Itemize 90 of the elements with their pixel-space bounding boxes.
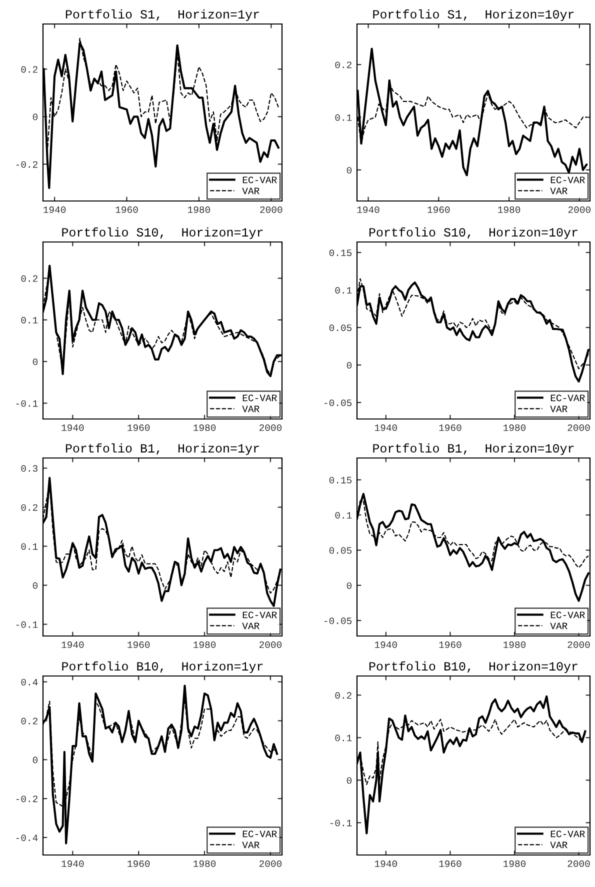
y-tick-label: 0 xyxy=(32,358,38,366)
y-tick-label: 0.1 xyxy=(335,734,352,742)
y-tick-label: 0.1 xyxy=(335,114,352,121)
y-tick-label: 0 xyxy=(346,362,352,369)
y-tick-label: 0.2 xyxy=(335,62,352,68)
x-tick-label: 1980 xyxy=(194,860,216,867)
legend-label: EC-VAR xyxy=(242,830,277,838)
x-tick-label: 1960 xyxy=(116,206,138,213)
chart-title: Portfolio S1, Horizon=1yr xyxy=(66,9,259,22)
y-tick-label: 0.15 xyxy=(329,250,352,256)
y-tick-label: 0 xyxy=(32,582,38,589)
x-tick-label: 2000 xyxy=(260,206,282,213)
x-tick-label: 1940 xyxy=(357,206,380,213)
y-tick-label: -0.1 xyxy=(16,400,38,407)
x-tick-label: 1980 xyxy=(188,206,210,213)
y-tick-label: 0.2 xyxy=(21,66,38,73)
x-tick-label: 2000 xyxy=(568,860,590,867)
x-tick-label: 1980 xyxy=(504,641,526,648)
x-tick-label: 1980 xyxy=(504,860,526,867)
legend-label: VAR xyxy=(242,842,260,848)
y-tick-label: -0.05 xyxy=(324,618,352,624)
y-tick-label: 0.1 xyxy=(335,287,352,294)
legend-label: EC-VAR xyxy=(242,176,277,184)
chart-title: Portfolio S1, Horizon=10yr xyxy=(373,9,574,22)
x-tick-label: 1960 xyxy=(428,206,450,213)
legend-label: VAR xyxy=(550,188,568,194)
y-tick-label: 0.4 xyxy=(21,678,38,686)
y-tick-label: 0.2 xyxy=(21,275,38,282)
x-tick-label: 1980 xyxy=(504,424,526,431)
x-tick-label: 1960 xyxy=(439,860,462,867)
y-tick-label: 0.1 xyxy=(335,512,352,519)
y-tick-label: -0.4 xyxy=(16,834,38,842)
legend-label: VAR xyxy=(242,406,260,412)
x-tick-label: 2000 xyxy=(568,206,591,213)
y-tick-label: 0.05 xyxy=(329,547,352,554)
legend-label: VAR xyxy=(242,188,260,194)
y-tick-label: 0.1 xyxy=(21,316,38,324)
y-tick-label: -0.05 xyxy=(324,400,352,406)
legend-label: VAR xyxy=(242,622,260,630)
x-tick-label: 2000 xyxy=(568,424,590,431)
y-tick-label: -0.1 xyxy=(330,820,352,826)
x-tick-label: 1980 xyxy=(498,206,520,213)
y-tick-label: 0.2 xyxy=(21,718,38,724)
chart-title: Portfolio S10, Horizon=1yr xyxy=(62,227,263,240)
x-tick-label: 1960 xyxy=(439,641,462,648)
legend-label: EC-VAR xyxy=(550,830,585,838)
y-tick-label: 0.2 xyxy=(21,504,38,511)
legend-label: EC-VAR xyxy=(242,612,277,618)
x-tick-label: 1940 xyxy=(374,860,397,867)
x-tick-label: 1960 xyxy=(128,641,150,648)
y-tick-label: 0 xyxy=(346,582,352,589)
x-tick-label: 1940 xyxy=(62,424,84,431)
x-tick-label: 2000 xyxy=(259,860,282,867)
x-tick-label: 1980 xyxy=(194,641,216,648)
x-tick-label: 1940 xyxy=(44,206,66,213)
x-tick-label: 2000 xyxy=(568,641,590,648)
chart-title: Portfolio B10, Horizon=1yr xyxy=(62,661,263,674)
x-tick-label: 1960 xyxy=(128,860,150,867)
x-tick-label: 2000 xyxy=(259,424,282,431)
y-tick-label: 0 xyxy=(346,166,352,174)
legend-label: VAR xyxy=(550,406,568,412)
y-tick-label: -0.2 xyxy=(16,796,38,802)
y-tick-label: -0.2 xyxy=(16,161,38,168)
x-tick-label: 1960 xyxy=(128,424,150,431)
legend-label: VAR xyxy=(550,842,568,848)
legend-label: EC-VAR xyxy=(242,394,277,402)
y-tick-label: 0.05 xyxy=(329,324,352,332)
legend-label: EC-VAR xyxy=(550,176,585,184)
x-tick-label: 1940 xyxy=(374,424,397,431)
x-tick-label: 1960 xyxy=(439,424,462,431)
legend-label: VAR xyxy=(550,622,568,630)
x-tick-label: 2000 xyxy=(259,641,282,648)
y-tick-label: 0.3 xyxy=(21,465,38,472)
y-tick-label: -0.1 xyxy=(16,621,38,628)
x-tick-label: 1940 xyxy=(62,641,84,648)
x-tick-label: 1980 xyxy=(194,424,216,431)
chart-title: Portfolio B1, Horizon=10yr xyxy=(373,443,574,456)
chart-title: Portfolio S10, Horizon=10yr xyxy=(369,227,578,240)
legend-label: EC-VAR xyxy=(550,394,585,402)
y-tick-label: 0.2 xyxy=(335,692,352,699)
x-tick-label: 1940 xyxy=(374,641,397,648)
chart-title: Portfolio B10, Horizon=10yr xyxy=(369,661,578,674)
y-tick-label: 0 xyxy=(32,114,38,120)
legend-label: EC-VAR xyxy=(550,612,585,618)
y-tick-label: 0 xyxy=(32,756,38,764)
y-tick-label: 0 xyxy=(346,777,352,784)
y-tick-label: 0.15 xyxy=(329,476,352,484)
chart-title: Portfolio B1, Horizon=1yr xyxy=(66,443,259,456)
x-tick-label: 1940 xyxy=(62,860,84,867)
y-tick-label: 0.1 xyxy=(21,543,38,550)
